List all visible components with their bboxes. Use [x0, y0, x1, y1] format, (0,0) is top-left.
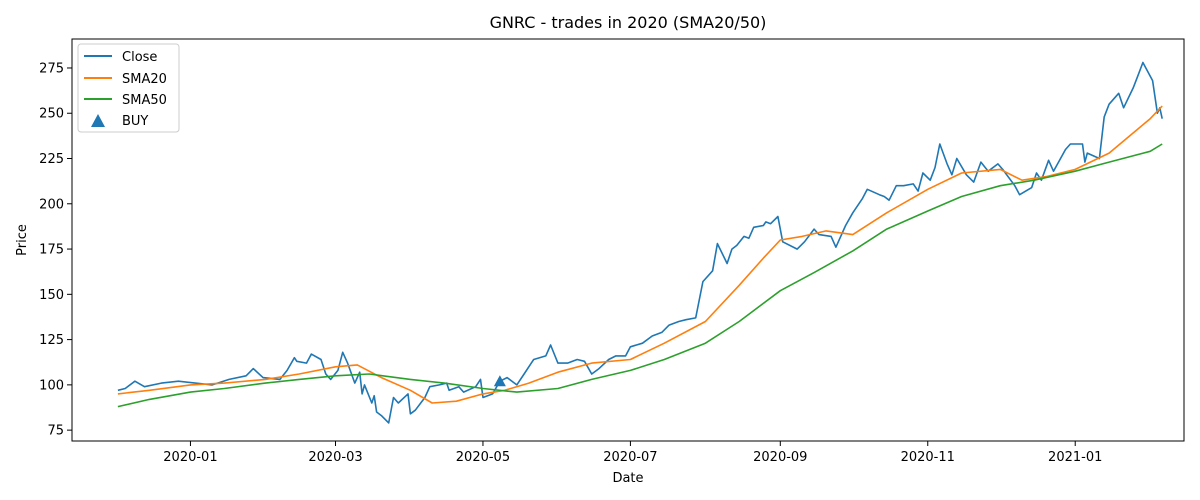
- legend-label-sma20: SMA20: [122, 72, 167, 87]
- y-tick-label: 150: [39, 288, 64, 303]
- y-tick-label: 200: [39, 197, 64, 212]
- x-tick-label: 2020-07: [603, 450, 657, 465]
- x-axis-ticks: 2020-01 2020-03 2020-05 2020-07 2020-09 2020-…: [163, 441, 1102, 465]
- legend-label-close: Close: [122, 50, 157, 65]
- legend: Close SMA20 SMA50 BUY: [77, 43, 180, 133]
- legend-label-buy: BUY: [122, 114, 148, 129]
- y-tick-label: 275: [39, 61, 64, 76]
- x-axis-label: Date: [612, 471, 643, 486]
- x-tick-label: 2020-11: [901, 450, 955, 465]
- plot-frame: [71, 38, 1185, 442]
- y-tick-label: 250: [39, 107, 64, 122]
- chart-title: GNRC - trades in 2020 (SMA20/50): [490, 13, 767, 32]
- y-tick-label: 125: [39, 333, 64, 348]
- x-tick-label: 2020-01: [163, 450, 217, 465]
- series-line-close: [117, 61, 1163, 424]
- series-line-sma20: [117, 105, 1163, 404]
- x-tick-label: 2020-05: [456, 450, 510, 465]
- y-tick-label: 225: [39, 152, 64, 167]
- y-axis-label: Price: [15, 224, 30, 256]
- legend-swatch-buy: [91, 114, 105, 127]
- y-tick-label: 75: [47, 424, 64, 439]
- buy-marker: [493, 375, 506, 387]
- x-tick-label: 2020-09: [753, 450, 807, 465]
- legend-box: [77, 43, 180, 133]
- series-line-sma50: [117, 143, 1163, 408]
- plot-area: [117, 61, 1163, 424]
- x-tick-label: 2020-03: [308, 450, 362, 465]
- y-tick-label: 100: [39, 378, 64, 393]
- y-axis-ticks: 75 100 125 150 175 200 225 250 275: [39, 61, 72, 439]
- y-tick-label: 175: [39, 243, 64, 258]
- x-tick-label: 2021-01: [1048, 450, 1102, 465]
- legend-label-sma50: SMA50: [122, 93, 167, 108]
